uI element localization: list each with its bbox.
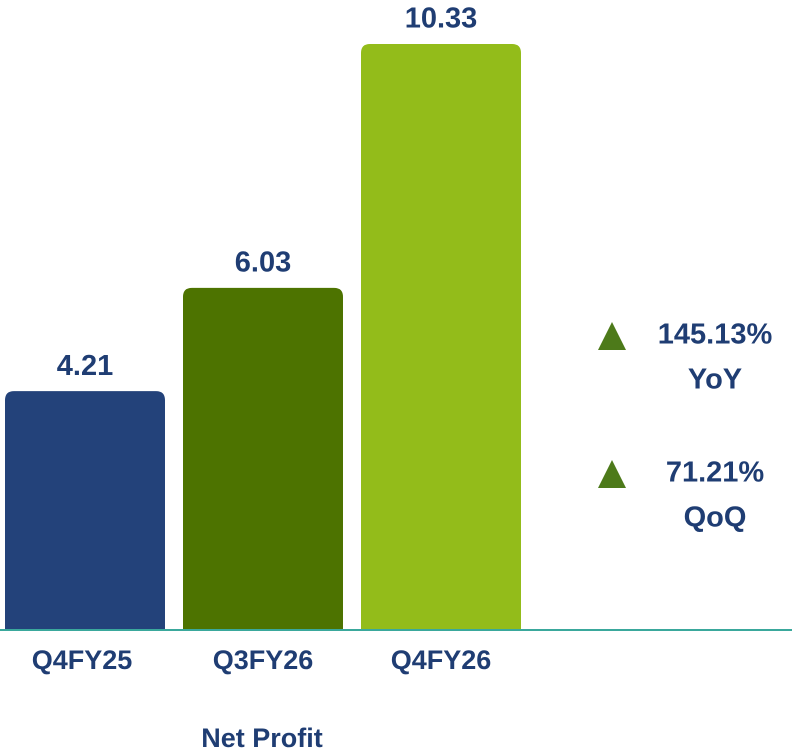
value-label: 10.33 xyxy=(405,3,478,35)
change-period: QoQ xyxy=(684,502,747,534)
bar xyxy=(183,287,343,630)
up-arrow xyxy=(598,460,626,488)
x-tick-label: Q3FY26 xyxy=(213,645,314,675)
value-label: 4.21 xyxy=(57,350,113,382)
x-tick-label: Q4FY26 xyxy=(391,645,492,675)
up-arrow xyxy=(598,322,626,350)
bar xyxy=(5,391,165,630)
change-period: YoY xyxy=(688,364,742,396)
x-tick-label: Q4FY25 xyxy=(32,645,133,675)
bar xyxy=(361,44,521,630)
value-label: 6.03 xyxy=(235,247,291,279)
chart-title: Net Profit xyxy=(201,723,323,753)
change-value: 145.13% xyxy=(658,319,773,351)
change-value: 71.21% xyxy=(666,457,765,489)
